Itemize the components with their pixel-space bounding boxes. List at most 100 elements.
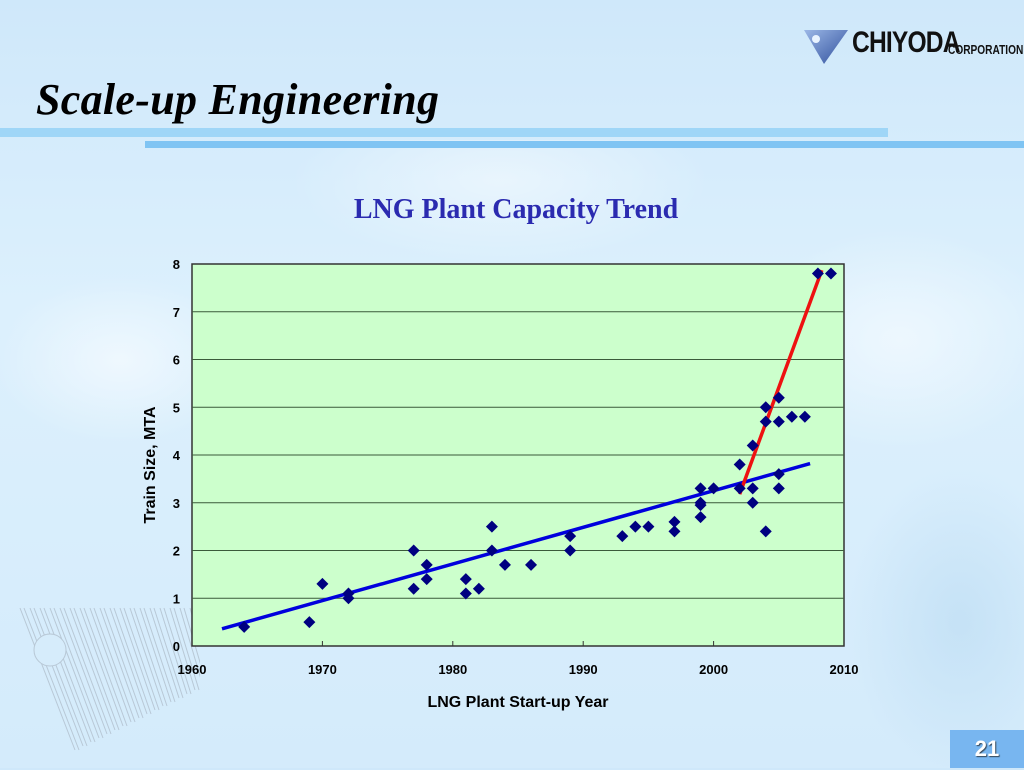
stripe	[19, 607, 76, 751]
data-point	[759, 415, 772, 428]
data-point	[746, 482, 759, 495]
stripe	[69, 607, 116, 731]
stripe	[93, 607, 136, 723]
data-point	[668, 515, 681, 528]
data-point	[746, 439, 759, 452]
stripe	[133, 607, 168, 707]
gridlines	[192, 311, 844, 599]
slide-title: Scale-up Engineering	[36, 75, 440, 124]
data-point	[772, 391, 785, 404]
data-point	[642, 520, 655, 533]
x-tick-label: 1980	[438, 662, 467, 677]
stripe	[149, 607, 180, 699]
stripe	[23, 607, 80, 751]
stripe	[73, 607, 120, 731]
logo-wordmark: CHIYODA	[852, 26, 961, 59]
stripe	[159, 607, 188, 695]
trend-line	[738, 269, 824, 495]
data-point	[316, 577, 329, 590]
y-tick-label: 5	[173, 400, 180, 415]
stripe	[79, 607, 124, 727]
data-point	[759, 525, 772, 538]
data-point	[303, 616, 316, 629]
stripe	[163, 607, 192, 695]
x-axis-label: LNG Plant Start-up Year	[427, 694, 608, 711]
y-tick-label: 1	[173, 591, 180, 606]
page-number-badge: 21	[950, 730, 1024, 768]
stripe	[173, 607, 200, 691]
data-point	[525, 558, 538, 571]
decorative-striped-triangle-icon	[19, 607, 200, 751]
data-point	[459, 587, 472, 600]
x-tick-label: 2010	[830, 662, 859, 677]
data-point	[459, 573, 472, 586]
y-tick-label: 8	[173, 257, 180, 272]
x-tick-label: 2000	[699, 662, 728, 677]
data-point	[759, 401, 772, 414]
data-point	[707, 482, 720, 495]
data-point	[472, 582, 485, 595]
y-tick-label: 4	[173, 448, 181, 463]
x-axis-ticks: 1960 1970 1980 1990 2000 2010	[178, 641, 859, 677]
y-tick-label: 3	[173, 496, 180, 511]
stripe	[83, 607, 128, 727]
data-point	[485, 544, 498, 557]
data-point	[772, 415, 785, 428]
data-point	[498, 558, 511, 571]
stripe	[123, 607, 160, 711]
stripe	[89, 607, 132, 723]
data-point	[694, 499, 707, 512]
data-point	[785, 410, 798, 423]
chiyoda-triangle-logo-icon	[804, 30, 848, 64]
data-points	[238, 267, 837, 633]
data-point	[420, 558, 433, 571]
stripe	[139, 607, 172, 703]
data-point	[733, 458, 746, 471]
y-axis-label: Train Size, MTA	[142, 406, 159, 524]
stripe	[29, 607, 84, 747]
stripe	[43, 607, 96, 743]
x-tick-label: 1970	[308, 662, 337, 677]
stripe	[143, 607, 176, 703]
x-tick-label: 1960	[178, 662, 207, 677]
logo-suffix: CORPORATION	[948, 42, 1024, 57]
data-point	[694, 511, 707, 524]
title-underline-bar	[0, 128, 888, 137]
stripe	[103, 607, 144, 719]
data-point	[694, 482, 707, 495]
data-point	[746, 496, 759, 509]
stripe	[179, 607, 200, 678]
data-point	[485, 520, 498, 533]
data-point	[772, 468, 785, 481]
company-logo: CHIYODA CORPORATION	[800, 24, 1024, 68]
stripe	[113, 607, 152, 715]
stripe	[153, 607, 184, 699]
data-point	[668, 525, 681, 538]
stripe	[39, 607, 92, 743]
stripe	[53, 607, 104, 739]
stripe	[33, 607, 88, 747]
chart-title: LNG Plant Capacity Trend	[353, 194, 679, 225]
stripe	[169, 607, 196, 691]
y-tick-label: 2	[173, 544, 180, 559]
x-tick-label: 1990	[569, 662, 598, 677]
stripe	[49, 607, 100, 739]
data-point	[564, 530, 577, 543]
data-point	[238, 620, 251, 633]
data-point	[407, 544, 420, 557]
data-point	[564, 544, 577, 557]
data-point	[811, 267, 824, 280]
title-underline-bar-secondary	[145, 141, 1024, 148]
y-tick-label: 0	[173, 639, 180, 654]
data-point	[629, 520, 642, 533]
y-axis-ticks: 0 1 2 3 4 5 6 7 8	[173, 257, 181, 654]
data-point	[616, 530, 629, 543]
stripe	[99, 607, 140, 719]
y-tick-label: 6	[173, 353, 180, 368]
data-point	[420, 573, 433, 586]
y-tick-label: 7	[173, 305, 180, 320]
data-point	[733, 482, 746, 495]
data-point	[798, 410, 811, 423]
stripe	[129, 607, 164, 707]
